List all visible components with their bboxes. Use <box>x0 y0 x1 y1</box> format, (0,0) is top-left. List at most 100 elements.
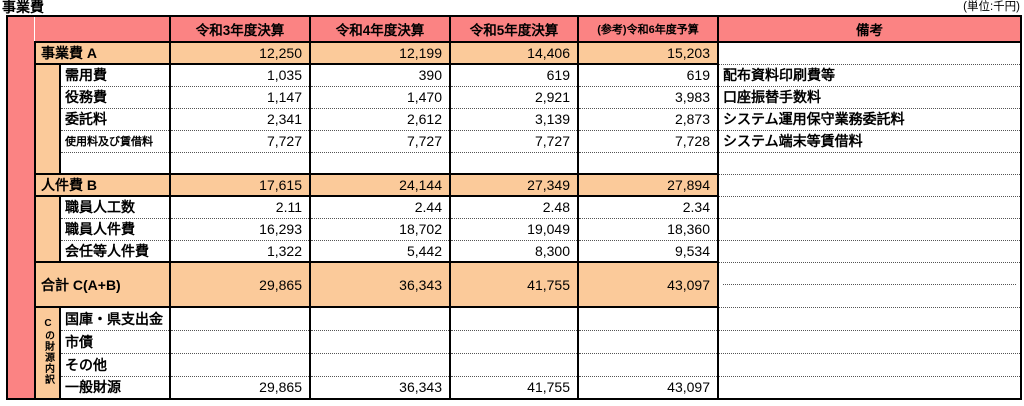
remark-cell: 口座振替手数料 <box>717 85 1021 108</box>
expense-table-wrapper: 令和3年度決算 令和4年度決算 令和5年度決算 (参考)令和6年度予算 備考 事… <box>6 15 1022 400</box>
table-row: 会任等人件費 1,322 5,442 8,300 9,534 <box>7 239 1021 262</box>
remark-cell <box>717 261 1021 307</box>
value-cell: 1,322 <box>169 239 310 262</box>
value-cell: 5,442 <box>309 239 450 262</box>
value-cell: 7,727 <box>449 129 578 152</box>
remark-cell <box>717 239 1021 262</box>
value-cell: 7,727 <box>309 129 450 152</box>
value-cell: 2.44 <box>309 195 450 218</box>
row-label: 職員人件費 <box>59 217 170 240</box>
value-cell: 619 <box>449 63 578 86</box>
row-label: 国庫・県支出金 <box>59 306 170 330</box>
row-label: 役務費 <box>59 85 170 108</box>
value-cell <box>449 306 578 330</box>
table-row: 職員人工数 2.11 2.44 2.48 2.34 <box>7 195 1021 262</box>
table-row-total: 合計 C(A+B) 29,865 36,343 41,755 43,097 <box>7 261 1021 307</box>
value-cell: 14,406 <box>449 42 578 64</box>
remark-cell <box>717 375 1021 399</box>
value-cell <box>577 306 718 330</box>
row-label <box>59 151 170 174</box>
value-cell: 41,755 <box>449 375 578 399</box>
value-cell: 24,144 <box>309 173 450 196</box>
table-row: 委託料 2,341 2,612 3,139 2,873 システム運用保守業務委託… <box>7 107 1021 130</box>
value-cell: 1,470 <box>309 85 450 108</box>
table-row: 役務費 1,147 1,470 2,921 3,983 口座振替手数料 <box>7 85 1021 108</box>
col-header-r4: 令和4年度決算 <box>309 16 450 43</box>
page-title: 事業費 <box>2 0 44 15</box>
value-cell: 2,612 <box>309 107 450 130</box>
row-label: 合計 C(A+B) <box>34 261 170 307</box>
value-cell: 18,702 <box>309 217 450 240</box>
table-row: 一般財源 29,865 36,343 41,755 43,097 <box>7 375 1021 399</box>
remark-cell <box>717 195 1021 218</box>
value-cell: 1,035 <box>169 63 310 86</box>
value-cell <box>449 329 578 353</box>
table-row: 職員人件費 16,293 18,702 19,049 18,360 <box>7 217 1021 240</box>
row-label: 需用費 <box>59 63 170 86</box>
left-accent-strip <box>7 16 35 399</box>
remark-cell <box>717 352 1021 376</box>
value-cell: 18,360 <box>577 217 718 240</box>
remark-cell <box>717 217 1021 240</box>
remark-divider <box>723 284 1016 285</box>
table-row: その他 <box>7 352 1021 376</box>
table-row: 使用料及び賃借料 7,727 7,727 7,727 7,728 システム端末等… <box>7 129 1021 152</box>
table-row: 市債 <box>7 329 1021 353</box>
value-cell <box>577 329 718 353</box>
indent-strip <box>34 195 60 262</box>
remark-cell <box>717 173 1021 196</box>
row-label: 市債 <box>59 329 170 353</box>
row-label: その他 <box>59 352 170 376</box>
value-cell: 43,097 <box>577 375 718 399</box>
value-cell: 3,139 <box>449 107 578 130</box>
value-cell <box>169 352 310 376</box>
top-bar: 事業費 (単位:千円) <box>2 0 1020 15</box>
value-cell: 2.11 <box>169 195 310 218</box>
remark-cell <box>717 151 1021 174</box>
value-cell: 2,341 <box>169 107 310 130</box>
table-row-empty <box>7 151 1021 174</box>
value-cell: 12,250 <box>169 42 310 64</box>
remark-cell: システム端末等賃借料 <box>717 129 1021 152</box>
indent-strip <box>34 63 60 174</box>
remark-cell <box>717 42 1021 64</box>
value-cell: 8,300 <box>449 239 578 262</box>
funding-group-label-text: Cの財源内訳 <box>42 318 54 385</box>
value-cell <box>309 329 450 353</box>
value-cell: 12,199 <box>309 42 450 64</box>
row-label: 会任等人件費 <box>59 239 170 262</box>
value-cell <box>309 352 450 376</box>
value-cell <box>449 352 578 376</box>
value-cell: 390 <box>309 63 450 86</box>
row-label: 使用料及び賃借料 <box>59 129 170 152</box>
value-cell <box>169 329 310 353</box>
col-header-remarks: 備考 <box>717 16 1021 43</box>
value-cell <box>309 151 450 174</box>
table-row: Cの財源内訳 国庫・県支出金 <box>7 306 1021 399</box>
header-corner-cell <box>35 16 170 43</box>
value-cell: 27,349 <box>449 173 578 196</box>
unit-note: (単位:千円) <box>963 1 1020 13</box>
row-label: 人件費 B <box>34 173 170 196</box>
value-cell <box>169 306 310 330</box>
value-cell <box>577 352 718 376</box>
value-cell: 7,728 <box>577 129 718 152</box>
value-cell: 27,894 <box>577 173 718 196</box>
value-cell: 2.48 <box>449 195 578 218</box>
value-cell: 17,615 <box>169 173 310 196</box>
value-cell: 36,343 <box>309 261 450 307</box>
value-cell: 2,873 <box>577 107 718 130</box>
value-cell: 43,097 <box>577 261 718 307</box>
funding-group-label: Cの財源内訳 <box>34 306 60 399</box>
col-header-r5: 令和5年度決算 <box>449 16 578 43</box>
remark-cell: 配布資料印刷費等 <box>717 63 1021 86</box>
row-label: 事業費 A <box>34 42 170 64</box>
value-cell: 619 <box>577 63 718 86</box>
expense-table: 令和3年度決算 令和4年度決算 令和5年度決算 (参考)令和6年度予算 備考 事… <box>6 15 1022 400</box>
value-cell: 36,343 <box>309 375 450 399</box>
remark-cell <box>717 306 1021 330</box>
table-row: 需用費 1,035 390 619 619 配布資料印刷費等 <box>7 63 1021 174</box>
value-cell: 19,049 <box>449 217 578 240</box>
value-cell: 16,293 <box>169 217 310 240</box>
